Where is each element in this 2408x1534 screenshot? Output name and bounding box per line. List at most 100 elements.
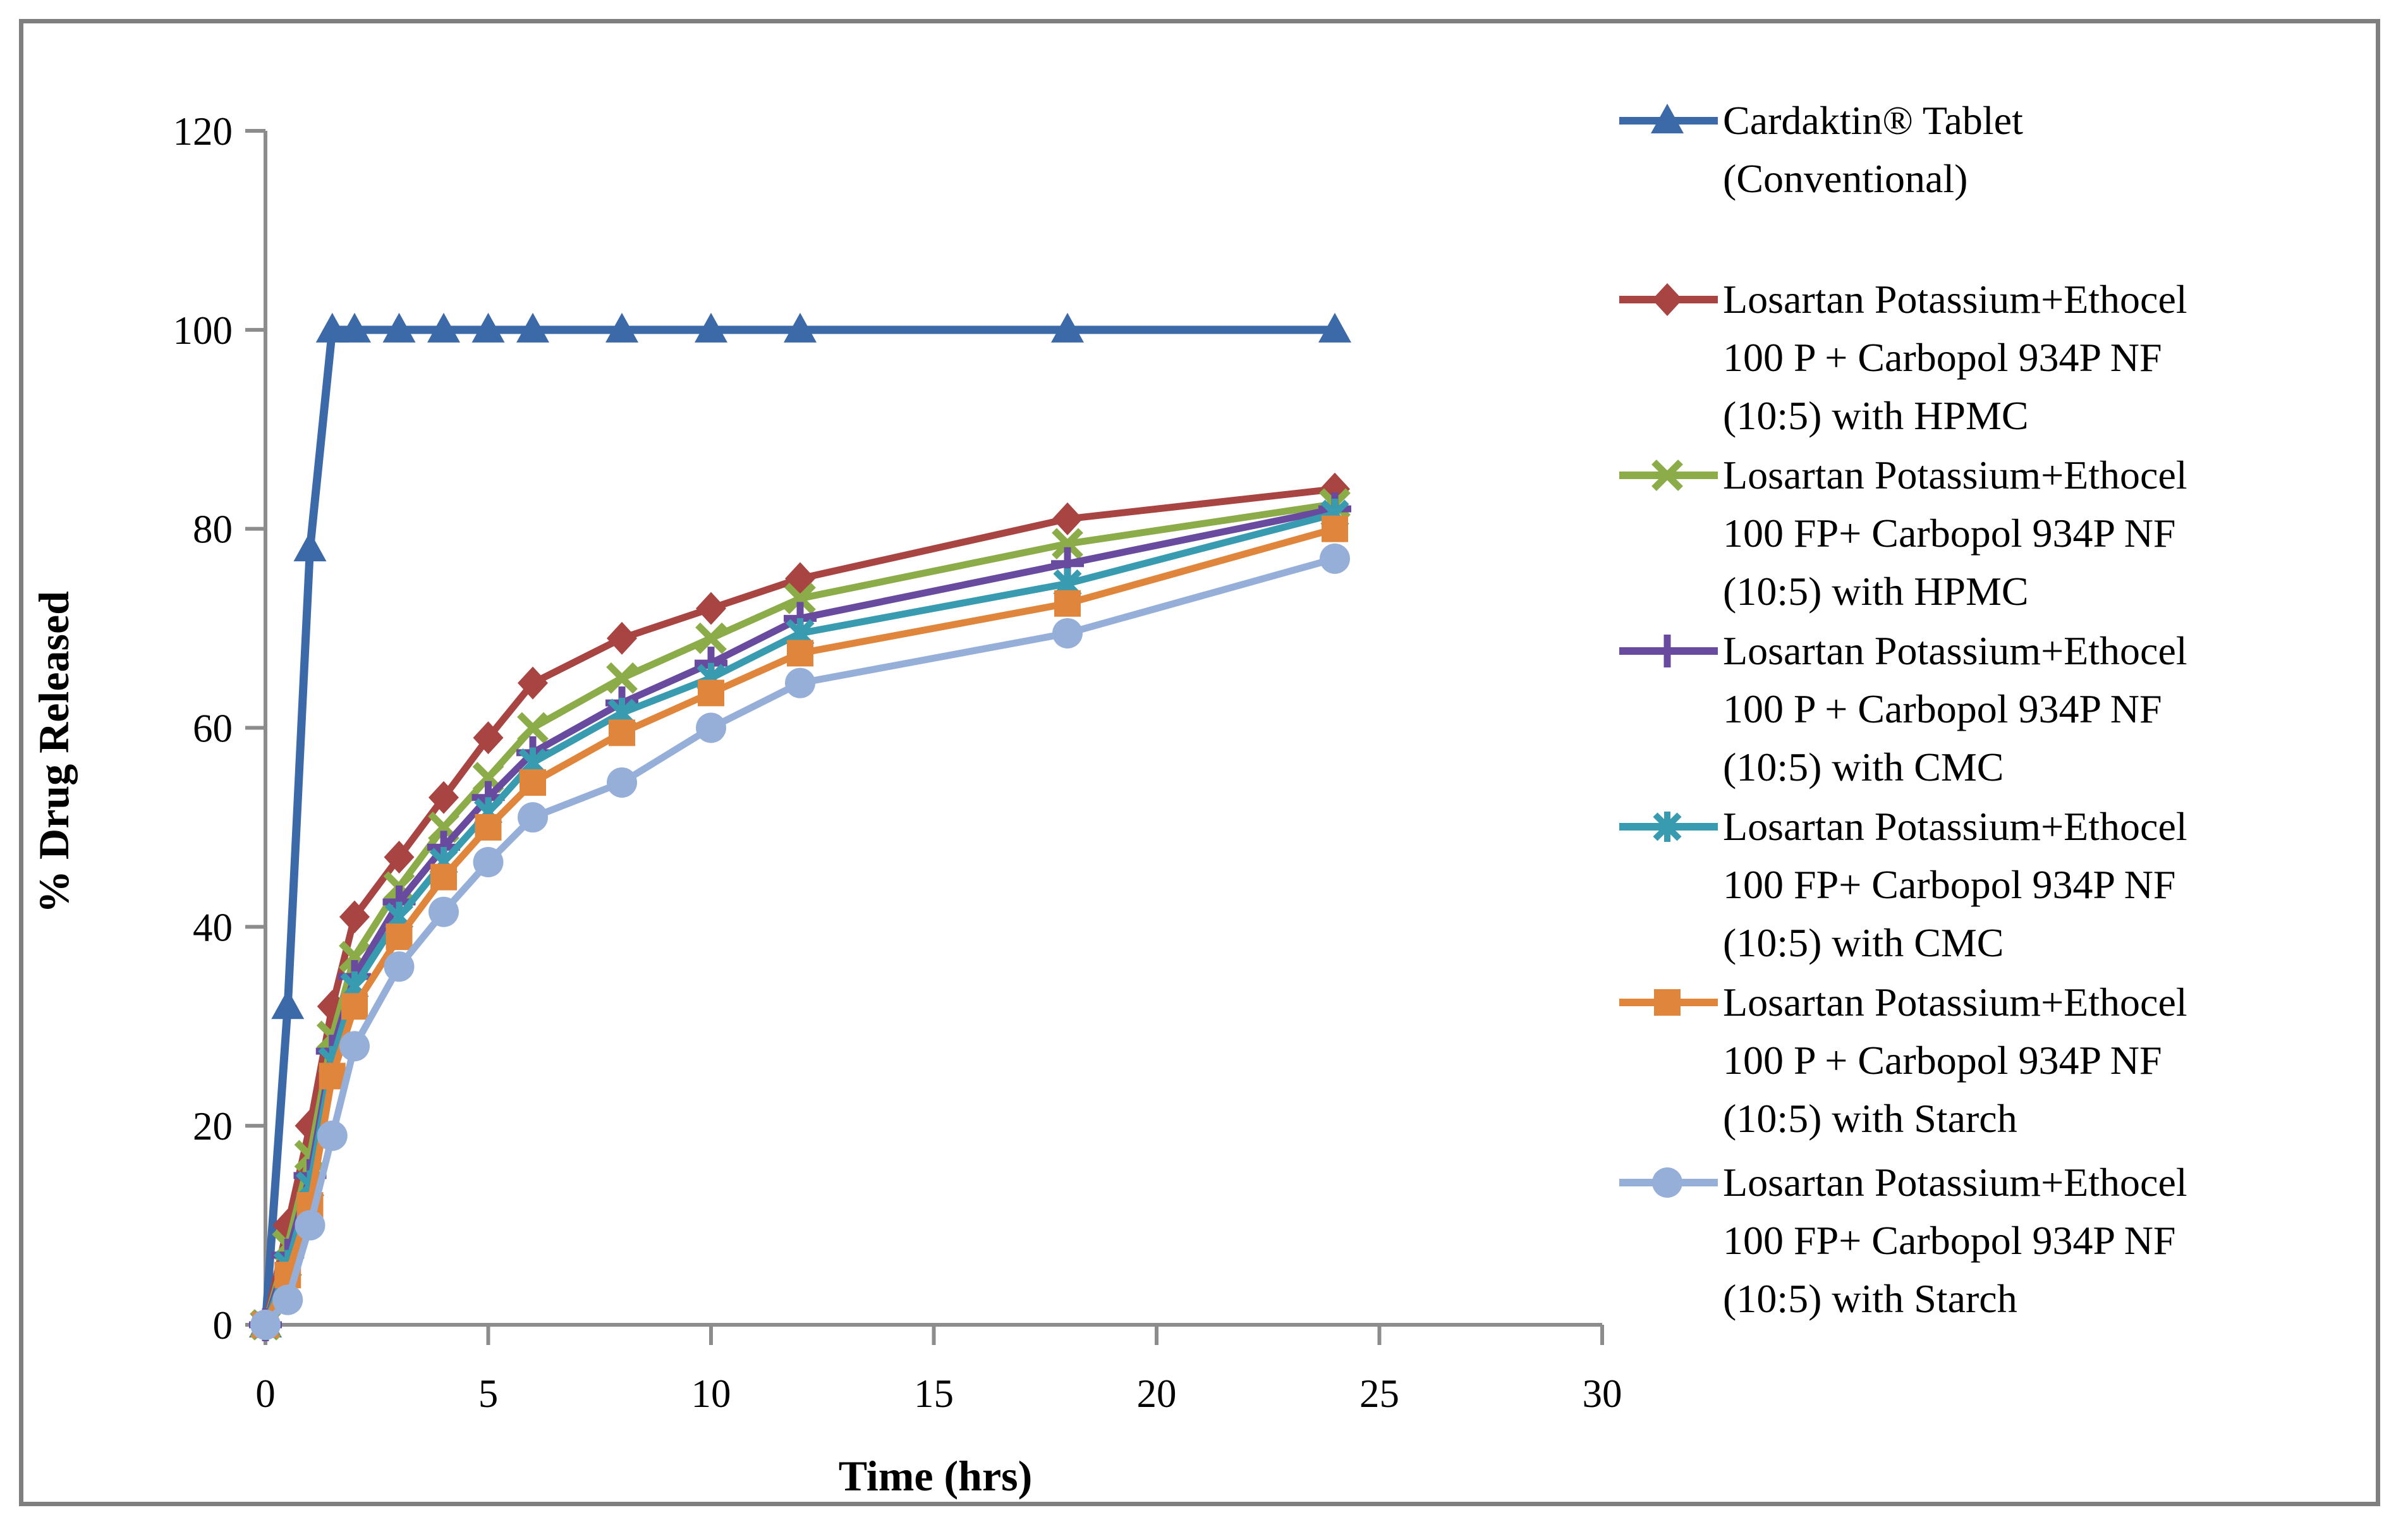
legend-label-line: 100 P + Carbopol 934P NF <box>1723 686 2162 731</box>
triangle-marker <box>1318 312 1351 343</box>
figure-border <box>19 19 2380 1506</box>
triangle-marker <box>471 312 505 343</box>
triangle-marker <box>293 532 327 562</box>
axes: 0 20 40 60 80 100 120 0 5 10 15 20 25 30 <box>173 109 1622 1416</box>
y-tick-label: 40 <box>193 905 233 949</box>
legend-label-line: Losartan Potassium+Ethocel <box>1723 453 2187 497</box>
x-tick-label: 25 <box>1359 1372 1399 1416</box>
circle-marker <box>295 1210 325 1241</box>
triangle-marker <box>271 989 305 1020</box>
y-tick-label: 20 <box>193 1104 233 1148</box>
diamond-marker <box>473 721 504 755</box>
legend-label-line: Losartan Potassium+Ethocel <box>1723 980 2187 1025</box>
diamond-marker <box>1052 502 1083 535</box>
square-marker <box>609 719 635 746</box>
legend-label-line: (Conventional) <box>1723 156 1968 201</box>
square-marker <box>520 769 546 796</box>
legend-marker-icon-diamond <box>1619 283 1718 316</box>
triangle-marker <box>427 312 460 343</box>
legend-label-line: 100 FP+ Carbopol 934P NF <box>1723 511 2176 556</box>
circle-marker <box>1320 543 1350 574</box>
square-marker <box>386 923 413 951</box>
diamond-marker <box>518 666 548 700</box>
square-marker <box>1322 515 1348 542</box>
square-marker <box>430 863 457 891</box>
legend-label: Losartan Potassium+Ethocel 100 FP+ Carbop… <box>1723 446 2187 621</box>
series-line <box>262 485 1335 1326</box>
legend-label-line: Losartan Potassium+Ethocel <box>1723 628 2187 673</box>
square-marker <box>1054 590 1081 617</box>
square-marker <box>698 679 724 707</box>
legend-label-line: Losartan Potassium+Ethocel <box>1723 804 2187 849</box>
series-triangle <box>249 312 1351 1337</box>
square-marker <box>319 1062 346 1090</box>
circle-marker <box>429 896 459 927</box>
circle-marker <box>384 951 415 982</box>
circle-marker <box>250 1310 281 1340</box>
legend-item: Losartan Potassium+Ethocel 100 FP+ Carbop… <box>1617 446 2187 621</box>
legend-label-line: 100 FP+ Carbopol 934P NF <box>1723 1218 2176 1263</box>
legend-item: Losartan Potassium+Ethocel 100 P + Carbop… <box>1617 973 2187 1148</box>
axis-lines <box>264 131 1602 1327</box>
x-tick-label: 10 <box>691 1372 731 1416</box>
legend-label-line: Losartan Potassium+Ethocel <box>1723 277 2187 322</box>
legend-marker-icon-plus <box>1619 635 1718 667</box>
legend-label-line: (10:5) with Starch <box>1723 1096 2017 1141</box>
legend: Cardaktin® Tablet (Conventional) Losartan … <box>1617 0 2369 1534</box>
y-tick-label: 100 <box>173 308 233 353</box>
y-tick-label: 80 <box>193 508 233 552</box>
legend-item: Losartan Potassium+Ethocel 100 P + Carbop… <box>1617 622 2187 796</box>
legend-marker-icon-triangle <box>1619 104 1718 133</box>
triangle-marker <box>516 312 549 343</box>
triangle-marker <box>605 312 638 343</box>
legend-label-line: 100 P + Carbopol 934P NF <box>1723 1038 2162 1083</box>
series-line <box>261 326 1335 1325</box>
diamond-marker <box>1652 283 1682 316</box>
circle-marker <box>696 712 726 743</box>
triangle-marker <box>338 312 371 343</box>
triangle-marker <box>382 312 416 343</box>
diamond-marker <box>384 841 415 874</box>
diamond-marker <box>696 592 726 625</box>
legend-label-line: (10:5) with CMC <box>1723 745 2004 789</box>
circle-marker <box>1652 1167 1682 1198</box>
legend-label: Losartan Potassium+Ethocel 100 FP+ Carbop… <box>1723 798 2187 972</box>
series-asterisk <box>251 499 1349 1340</box>
triangle-marker <box>784 312 817 343</box>
legend-label-line: 100 P + Carbopol 934P NF <box>1723 335 2162 380</box>
diamond-marker <box>607 621 637 655</box>
y-axis-title: % Drug Released <box>30 591 78 913</box>
x-tick-label: 5 <box>478 1372 499 1416</box>
circle-marker <box>607 767 637 798</box>
legend-marker-icon-x <box>1619 460 1718 491</box>
circle-marker <box>473 847 504 878</box>
x-tick-label: 30 <box>1583 1372 1622 1416</box>
diamond-marker <box>429 781 459 814</box>
x-tick-label: 0 <box>255 1372 276 1416</box>
x-tick-label: 20 <box>1137 1372 1177 1416</box>
legend-marker-icon-circle <box>1619 1167 1718 1198</box>
x-tick-label: 15 <box>914 1372 954 1416</box>
legend-label: Losartan Potassium+Ethocel 100 P + Carbop… <box>1723 271 2187 445</box>
legend-label: Losartan Potassium+Ethocel 100 P + Carbop… <box>1723 622 2187 796</box>
triangle-marker <box>315 312 349 343</box>
square-marker <box>475 813 502 841</box>
legend-item: Losartan Potassium+Ethocel 100 FP+ Carbop… <box>1617 798 2187 972</box>
series-group <box>249 312 1351 1341</box>
legend-marker-icon-asterisk <box>1619 812 1718 842</box>
circle-marker <box>518 802 548 833</box>
legend-marker-icon-square <box>1619 989 1718 1016</box>
legend-label-line: (10:5) with HPMC <box>1723 393 2029 438</box>
triangle-marker <box>1651 104 1684 133</box>
legend-label-line: (10:5) with HPMC <box>1723 569 2029 614</box>
square-marker <box>787 640 813 667</box>
legend-item: Losartan Potassium+Ethocel 100 FP+ Carbop… <box>1617 1154 2187 1328</box>
series-line <box>262 525 1336 1327</box>
triangle-marker <box>1051 312 1084 343</box>
diamond-marker <box>339 900 370 934</box>
circle-marker <box>317 1120 348 1151</box>
legend-label-line: Cardaktin® Tablet <box>1723 98 2023 143</box>
legend-label-line: (10:5) with Starch <box>1723 1276 2017 1321</box>
